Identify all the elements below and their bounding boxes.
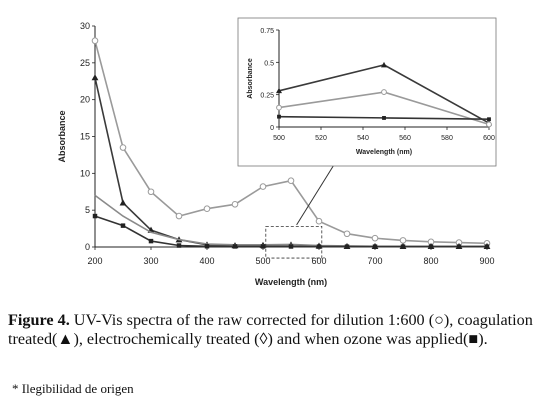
x-tick-label: 200 bbox=[87, 256, 102, 266]
x-tick-label: 800 bbox=[423, 256, 438, 266]
series-2 bbox=[277, 114, 491, 122]
x-tick-label: 560 bbox=[399, 135, 411, 142]
y-axis-label: Absorbance bbox=[57, 110, 67, 162]
series-2 bbox=[94, 194, 487, 248]
y-tick-label: 0.25 bbox=[260, 93, 274, 100]
x-tick-label: 300 bbox=[143, 256, 158, 266]
y-tick-label: 0 bbox=[270, 125, 274, 132]
uv-vis-figure: 0 5 10 15 20 25 30 200 300 400 500 600 700 800 900 Wave… bbox=[57, 17, 497, 287]
data-point bbox=[400, 244, 406, 249]
data-point bbox=[204, 244, 210, 249]
data-point bbox=[456, 244, 462, 249]
zoom-region-box bbox=[265, 225, 323, 259]
y-tick-label: 20 bbox=[80, 95, 90, 105]
x-tick-label: 580 bbox=[441, 135, 453, 142]
data-point bbox=[259, 183, 267, 190]
y-tick-label: 0.5 bbox=[264, 60, 274, 67]
data-point bbox=[316, 244, 322, 249]
data-point bbox=[287, 177, 295, 184]
data-point bbox=[91, 74, 99, 81]
x-tick-label: 400 bbox=[199, 256, 214, 266]
y-tick-label: 30 bbox=[80, 21, 90, 31]
illegibility-note: * Ilegibilidad de origen bbox=[12, 381, 134, 396]
figure-caption: Figure 4. UV-Vis spectra of the raw corr… bbox=[8, 311, 553, 349]
data-point bbox=[92, 213, 98, 219]
x-tick-label: 900 bbox=[479, 256, 494, 266]
data-point bbox=[119, 199, 127, 206]
data-point bbox=[148, 238, 154, 244]
x-tick-label: 500 bbox=[273, 135, 285, 142]
data-point bbox=[344, 244, 350, 249]
data-point bbox=[203, 205, 211, 212]
data-point bbox=[343, 230, 351, 238]
data-point bbox=[382, 116, 386, 120]
data-point bbox=[428, 244, 434, 249]
data-point bbox=[276, 104, 282, 111]
data-point bbox=[120, 223, 126, 228]
y-tick-label: 25 bbox=[80, 58, 90, 68]
data-point bbox=[371, 234, 379, 242]
series-line bbox=[94, 194, 487, 248]
x-tick-label: 600 bbox=[483, 135, 495, 142]
data-point bbox=[487, 117, 491, 122]
caption-label: Figure 4. bbox=[8, 311, 70, 329]
data-point bbox=[381, 89, 387, 95]
data-point bbox=[91, 37, 99, 45]
data-point bbox=[176, 243, 182, 248]
data-point bbox=[381, 61, 387, 68]
data-point bbox=[119, 144, 127, 151]
data-point bbox=[486, 121, 492, 128]
y-tick-label: 0 bbox=[85, 242, 90, 252]
data-point bbox=[231, 200, 239, 208]
x-axis-label: Wavelength (nm) bbox=[356, 149, 412, 156]
inset-chart: 0 0.25 0.5 0.75 500 520 540 560 580 600 Wavelength… bbox=[237, 17, 497, 167]
x-tick-label: 600 bbox=[311, 256, 326, 266]
data-point bbox=[276, 87, 282, 94]
data-point bbox=[372, 244, 378, 249]
x-tick-label: 520 bbox=[315, 135, 327, 142]
x-tick-label: 500 bbox=[255, 256, 270, 266]
data-point bbox=[260, 244, 266, 249]
data-point bbox=[399, 237, 407, 244]
data-point bbox=[147, 188, 155, 196]
data-point bbox=[484, 244, 490, 249]
data-point bbox=[315, 217, 323, 225]
series-3 bbox=[92, 213, 490, 249]
series-0 bbox=[91, 37, 491, 247]
y-tick-label: 15 bbox=[80, 132, 90, 142]
data-point bbox=[288, 244, 294, 249]
data-point bbox=[175, 212, 183, 220]
y-axis-label: Absorbance bbox=[247, 58, 254, 99]
main-chart: 0 5 10 15 20 25 30 200 300 400 500 600 700 800 900 Wave… bbox=[57, 21, 495, 287]
data-point bbox=[232, 244, 238, 249]
x-tick-label: 700 bbox=[367, 256, 382, 266]
x-tick-label: 540 bbox=[357, 135, 369, 142]
caption-text: UV-Vis spectra of the raw corrected for … bbox=[8, 311, 533, 348]
data-point bbox=[277, 114, 281, 119]
y-tick-label: 5 bbox=[85, 205, 90, 215]
y-tick-label: 10 bbox=[80, 168, 90, 178]
series-1 bbox=[276, 89, 492, 128]
x-axis-label: Wavelength (nm) bbox=[255, 277, 327, 287]
y-tick-label: 0.75 bbox=[260, 28, 274, 35]
